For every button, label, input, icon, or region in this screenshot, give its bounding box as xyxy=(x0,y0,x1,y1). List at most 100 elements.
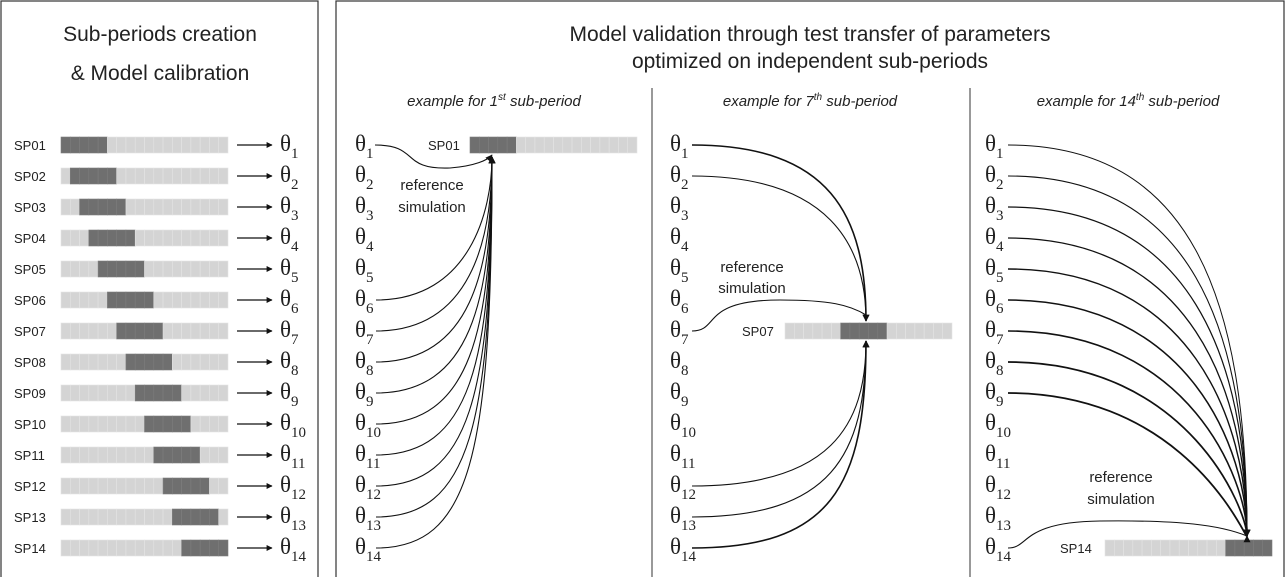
bar-cell-dark xyxy=(1253,539,1264,557)
theta-symbol: θ xyxy=(355,503,366,528)
theta-symbol: θ xyxy=(280,317,291,342)
bar-cell xyxy=(88,291,99,309)
bar-cell xyxy=(793,322,804,340)
bar-cell xyxy=(831,322,841,340)
theta-subscript: 12 xyxy=(366,487,381,503)
theta-subscript: 11 xyxy=(366,456,380,472)
bar-cell xyxy=(153,539,164,557)
bar-cell xyxy=(172,291,182,309)
theta-symbol: θ xyxy=(280,162,291,187)
theta-label: θ11 xyxy=(670,441,695,472)
bar-cell xyxy=(209,260,220,278)
bar-cell-dark xyxy=(181,446,192,464)
bar-cell xyxy=(144,539,155,557)
bar-cell xyxy=(69,322,80,340)
bar-cell xyxy=(60,508,71,526)
theta-symbol: θ xyxy=(670,503,681,528)
theta-symbol: θ xyxy=(670,379,681,404)
bar-cell xyxy=(153,198,164,216)
bar-cell xyxy=(199,446,210,464)
bar-cell xyxy=(153,260,164,278)
bar-cell xyxy=(153,136,164,154)
theta-subscript: 2 xyxy=(291,177,299,193)
bar-cell xyxy=(218,384,229,402)
transfer-arrow xyxy=(1007,237,1251,537)
bar-cell-dark xyxy=(190,539,201,557)
bar-cell-dark xyxy=(97,229,108,247)
theta-symbol: θ xyxy=(355,193,366,218)
bar-cell xyxy=(199,198,210,216)
bar-cell-dark xyxy=(162,477,173,495)
bar-cell xyxy=(218,415,229,433)
bar-cell-dark xyxy=(199,477,210,495)
bar-cell xyxy=(97,291,108,309)
bar-cell xyxy=(60,291,71,309)
theta-subscript: 10 xyxy=(366,425,381,441)
bar-cell xyxy=(79,384,90,402)
bar-cell-dark xyxy=(79,136,90,154)
bar-cell xyxy=(153,291,164,309)
bar-cell xyxy=(553,136,564,154)
bar-cell-dark xyxy=(134,322,145,340)
heading-sup: th xyxy=(1136,92,1145,103)
bar-cell-dark xyxy=(172,415,182,433)
theta-label: θ1 xyxy=(985,131,1004,162)
sp-label: SP01 xyxy=(14,138,46,153)
theta-label: θ9 xyxy=(670,379,689,410)
sp-label: SP11 xyxy=(14,448,45,463)
transfer-arrow xyxy=(1007,299,1251,537)
bar-cell-dark xyxy=(1234,539,1245,557)
bar-cell-dark xyxy=(181,539,192,557)
theta-label: θ3 xyxy=(355,193,374,224)
theta-subscript: 4 xyxy=(291,239,299,255)
bar-cell xyxy=(933,322,944,340)
theta-subscript: 13 xyxy=(681,518,696,534)
bar-cell xyxy=(1132,539,1143,557)
bar-cell xyxy=(190,415,201,433)
sp-label: SP03 xyxy=(14,200,46,215)
left-title: Sub-periods creation xyxy=(63,23,257,46)
theta-symbol: θ xyxy=(280,348,291,373)
theta-symbol: θ xyxy=(670,410,681,435)
bar-cell xyxy=(209,477,220,495)
bar-cell xyxy=(88,415,99,433)
theta-symbol: θ xyxy=(355,472,366,497)
bar-cell xyxy=(144,477,155,495)
heading-rest: sub-period xyxy=(822,93,898,110)
theta-label: θ10 xyxy=(670,410,696,441)
theta-label: θ12 xyxy=(985,472,1011,503)
bar-cell xyxy=(162,136,173,154)
theta-symbol: θ xyxy=(670,348,681,373)
bar-cell xyxy=(923,322,934,340)
bar-cell xyxy=(60,167,71,185)
theta-symbol: θ xyxy=(355,317,366,342)
bar-cell xyxy=(190,353,201,371)
bar-cell-dark xyxy=(190,446,201,464)
bar-cell xyxy=(1197,539,1208,557)
bar-cell xyxy=(134,508,145,526)
bar-cell-dark xyxy=(116,260,127,278)
bar-cell xyxy=(1141,539,1152,557)
bar-cell xyxy=(79,229,90,247)
theta-label: θ5 xyxy=(355,255,374,286)
bar-cell xyxy=(181,384,192,402)
bar-cell-dark xyxy=(97,167,108,185)
reference-link xyxy=(374,144,493,169)
bar-cell xyxy=(88,260,99,278)
bar-cell-dark xyxy=(107,260,117,278)
theta-symbol: θ xyxy=(280,286,291,311)
bar-cell xyxy=(218,477,229,495)
bar-cell-dark xyxy=(488,136,499,154)
theta-subscript: 8 xyxy=(366,363,374,379)
bar-cell-dark xyxy=(97,136,108,154)
theta-label: θ6 xyxy=(985,286,1004,317)
bar-cell xyxy=(181,260,192,278)
bar-cell xyxy=(172,539,182,557)
sp-label: SP01 xyxy=(428,138,460,153)
bar-cell-dark xyxy=(60,136,71,154)
bar-cell xyxy=(1113,539,1124,557)
bar-cell xyxy=(525,136,536,154)
right-title: Model validation through test transfer o… xyxy=(570,23,1051,46)
bar-cell xyxy=(116,353,127,371)
theta-subscript: 8 xyxy=(681,363,689,379)
